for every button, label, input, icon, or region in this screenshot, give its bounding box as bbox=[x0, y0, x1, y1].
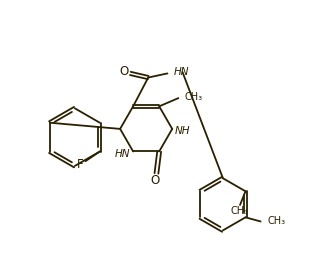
Text: O: O bbox=[120, 65, 129, 78]
Text: NH: NH bbox=[175, 126, 191, 136]
Text: CH₃: CH₃ bbox=[184, 92, 203, 102]
Text: CH₃: CH₃ bbox=[230, 206, 249, 216]
Text: O: O bbox=[151, 174, 160, 187]
Text: HN: HN bbox=[115, 149, 131, 159]
Text: HN: HN bbox=[173, 67, 189, 77]
Text: F: F bbox=[77, 158, 84, 171]
Text: CH₃: CH₃ bbox=[268, 216, 286, 227]
